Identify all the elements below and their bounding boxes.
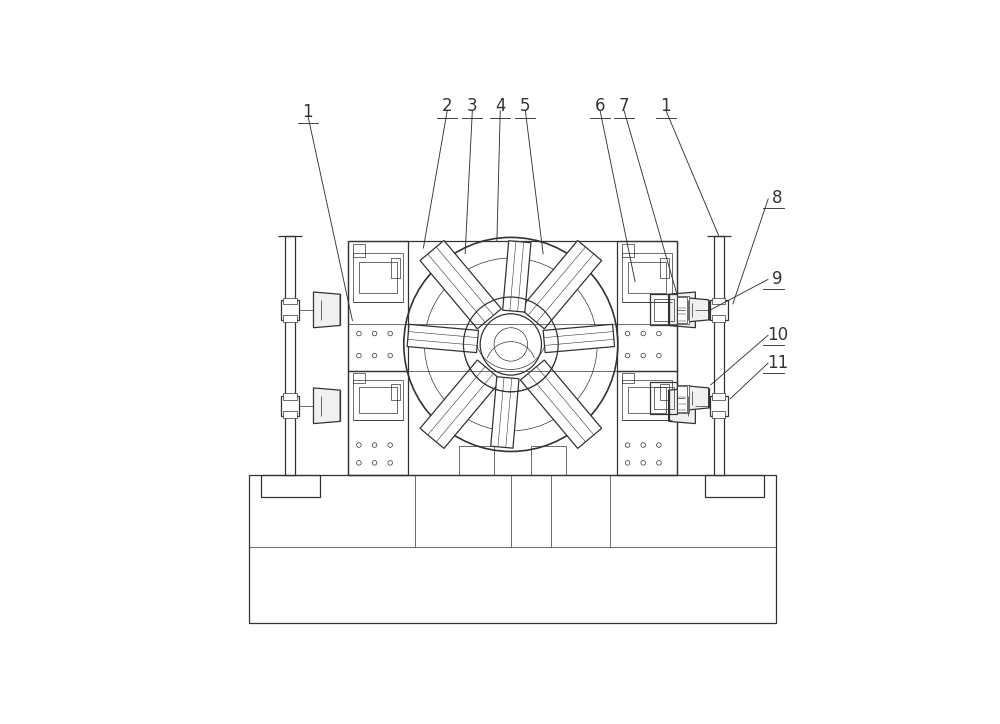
Text: 5: 5 <box>520 98 531 115</box>
Polygon shape <box>685 386 709 411</box>
Bar <box>261 476 320 497</box>
Bar <box>654 299 674 321</box>
Text: 1: 1 <box>660 98 671 115</box>
Bar <box>391 384 400 400</box>
Bar <box>622 253 672 303</box>
Bar <box>617 241 677 371</box>
Bar <box>622 373 634 383</box>
Polygon shape <box>491 376 519 448</box>
Bar <box>348 241 408 371</box>
Polygon shape <box>520 360 602 448</box>
Bar <box>283 411 297 418</box>
Text: 7: 7 <box>619 98 629 115</box>
Text: 1: 1 <box>303 103 313 121</box>
Bar <box>628 387 666 413</box>
Bar <box>712 394 725 400</box>
Bar <box>622 380 672 420</box>
Text: 10: 10 <box>767 326 788 344</box>
Text: 8: 8 <box>772 190 783 207</box>
Text: 4: 4 <box>495 98 505 115</box>
Bar <box>348 241 677 476</box>
Bar <box>710 300 728 320</box>
Bar <box>391 258 400 278</box>
Polygon shape <box>669 292 695 328</box>
Bar <box>281 300 299 320</box>
Polygon shape <box>503 240 531 312</box>
Polygon shape <box>543 324 615 353</box>
Polygon shape <box>520 240 602 329</box>
Bar <box>285 236 295 476</box>
Polygon shape <box>420 360 501 448</box>
Text: 3: 3 <box>467 98 478 115</box>
Bar <box>660 384 669 400</box>
Bar <box>660 258 669 278</box>
Bar <box>628 262 666 293</box>
Bar <box>283 394 297 400</box>
Bar <box>353 373 365 383</box>
Bar <box>283 298 297 304</box>
Bar <box>459 447 494 476</box>
Bar <box>531 447 566 476</box>
Bar <box>677 385 689 413</box>
Bar <box>712 316 725 322</box>
Bar <box>705 476 764 497</box>
Polygon shape <box>669 388 695 424</box>
Bar <box>677 296 689 324</box>
Bar <box>710 396 728 416</box>
Bar <box>650 382 677 413</box>
Bar <box>359 387 397 413</box>
Bar <box>714 236 724 476</box>
Bar <box>712 411 725 418</box>
Bar <box>353 253 403 303</box>
Bar <box>622 244 634 257</box>
Bar <box>677 297 687 323</box>
Bar <box>654 387 674 409</box>
Polygon shape <box>313 292 340 328</box>
Bar <box>677 386 687 412</box>
Bar <box>353 380 403 420</box>
Bar <box>283 316 297 322</box>
Text: 9: 9 <box>772 270 783 288</box>
Bar <box>348 371 408 476</box>
Polygon shape <box>407 324 478 353</box>
Polygon shape <box>420 240 501 329</box>
Bar <box>359 262 397 293</box>
Polygon shape <box>313 388 340 424</box>
Bar <box>712 298 725 304</box>
Bar <box>281 396 299 416</box>
Bar <box>617 371 677 476</box>
Bar <box>353 244 365 257</box>
Text: 11: 11 <box>767 354 788 372</box>
Bar <box>650 294 677 326</box>
Text: 2: 2 <box>442 98 453 115</box>
Polygon shape <box>685 298 709 322</box>
Text: 6: 6 <box>595 98 605 115</box>
Bar <box>249 476 776 623</box>
